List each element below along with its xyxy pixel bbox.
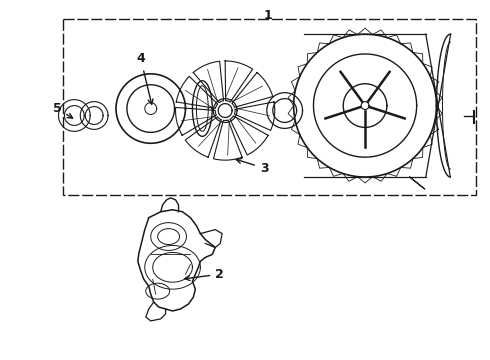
Text: 5: 5 [53, 102, 73, 118]
Text: 4: 4 [136, 53, 153, 104]
Bar [63, 19, 476, 195]
Text: 3: 3 [236, 158, 269, 175]
Text: 1: 1 [264, 9, 272, 22]
Text: 2: 2 [185, 268, 224, 281]
